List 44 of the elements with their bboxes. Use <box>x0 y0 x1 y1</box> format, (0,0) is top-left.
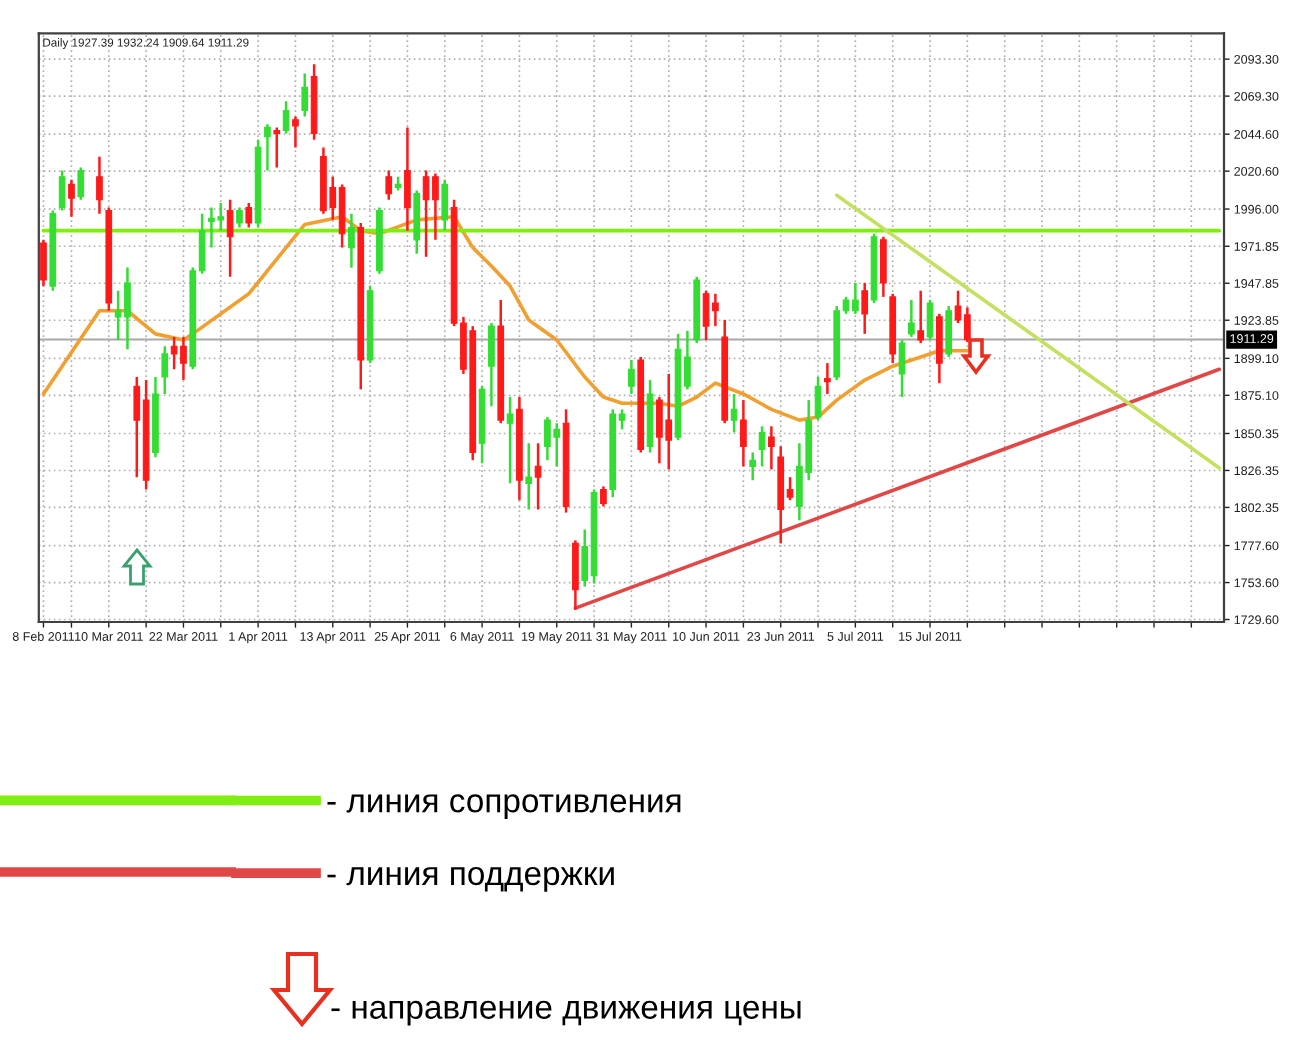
candlestick <box>96 155 103 215</box>
candlestick <box>945 304 953 359</box>
candlestick <box>413 189 421 255</box>
candlestick <box>926 298 934 342</box>
candlestick <box>600 485 607 508</box>
candlestick <box>226 198 234 279</box>
candlestick <box>264 123 271 172</box>
candlestick <box>77 166 85 202</box>
candlestick <box>525 442 533 511</box>
candlestick <box>749 451 757 482</box>
candlestick <box>58 169 66 212</box>
candlestick <box>917 289 925 345</box>
candlestick <box>861 281 869 336</box>
candlestick <box>740 398 747 468</box>
candlestick <box>282 99 290 135</box>
candlestick <box>404 126 411 232</box>
candlestick <box>824 361 831 396</box>
candlestick <box>572 539 579 611</box>
candlestick <box>245 201 253 229</box>
candlestick <box>292 115 299 149</box>
candlestick <box>68 178 75 219</box>
candlestick <box>236 206 243 229</box>
candlestick <box>161 344 169 396</box>
candlestick <box>880 235 887 299</box>
candlestick <box>534 442 542 511</box>
candlestick <box>628 358 635 396</box>
legend-label: - линия сопротивления <box>327 794 681 820</box>
candlestick <box>488 321 495 408</box>
candlestick <box>898 338 906 399</box>
text: - направление движения цены <box>331 1000 801 1026</box>
candlestick <box>273 126 281 169</box>
legend-label: - линия поддержки <box>327 866 614 892</box>
candlestick <box>348 212 355 269</box>
candlestick <box>908 298 915 339</box>
candlestick <box>814 375 822 422</box>
candlestick <box>758 425 766 468</box>
candlestick <box>385 169 393 202</box>
candlestick <box>441 178 449 232</box>
candlestick <box>506 395 514 485</box>
candlestick <box>301 72 309 118</box>
candlestick <box>936 312 943 385</box>
candlestick <box>768 425 775 471</box>
candlestick <box>40 238 47 288</box>
candlestick <box>730 392 738 434</box>
